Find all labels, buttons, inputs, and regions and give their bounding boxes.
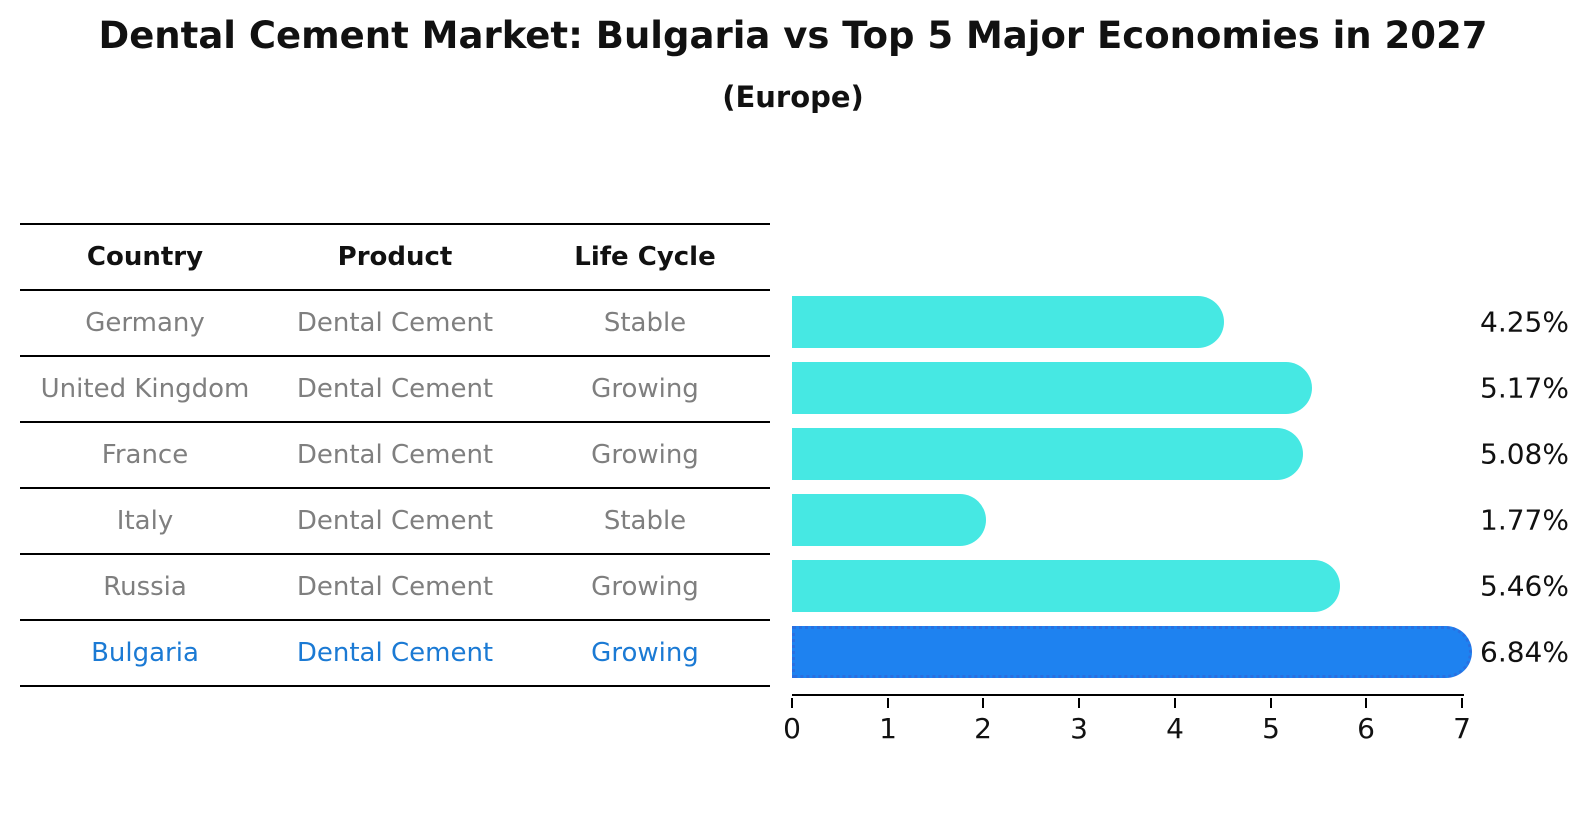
bar [792,362,1312,414]
table-cell-product: Dental Cement [296,308,494,338]
table-cell-product: Dental Cement [296,374,494,404]
bar [792,560,1340,612]
table-cell-product: Dental Cement [296,638,494,668]
bar-row: 4.25% [792,289,1582,355]
x-axis: 0 1 2 3 4 5 6 7 [783,694,1471,745]
x-axis-tick-label: 1 [879,712,897,745]
table-cell-country: United Kingdom [40,374,250,404]
table-row: Italy Dental Cement Stable [20,489,770,555]
table-row: Germany Dental Cement Stable [20,291,770,357]
table-header-row: Country Product Life Cycle [20,223,770,291]
x-axis-tick [1461,698,1463,708]
x-axis-tick-label: 7 [1453,712,1471,745]
bar-value-label: 6.84% [1480,635,1569,669]
bar-row: 5.17% [792,355,1582,421]
bar-value-label: 1.77% [1480,503,1569,537]
table-cell-product: Dental Cement [296,506,494,536]
x-axis-tick [1270,698,1272,708]
bar [792,626,1472,678]
bar [792,428,1303,480]
column-header-life-cycle: Life Cycle [574,242,716,272]
bar [792,296,1224,348]
bar-row: 5.08% [792,421,1582,487]
table-row: France Dental Cement Growing [20,423,770,489]
table-cell-country: Italy [116,506,174,536]
x-axis-tick-label: 0 [783,712,801,745]
x-axis-tick [1078,698,1080,708]
bars-container: 4.25% 5.17% 5.08% 1.77% 5.46% 6.84% [792,289,1582,685]
table-cell-country: France [101,440,189,470]
bar-row: 1.77% [792,487,1582,553]
x-axis-tick [1174,698,1176,708]
table-cell-country: Russia [103,572,187,602]
table-cell-life-cycle: Growing [591,638,699,668]
bar-value-label: 5.08% [1480,437,1569,471]
table-cell-life-cycle: Growing [591,374,699,404]
table-cell-life-cycle: Growing [591,572,699,602]
table-cell-life-cycle: Growing [591,440,699,470]
x-axis-tick [982,698,984,708]
column-header-country: Country [86,242,204,272]
x-axis-tick-label: 5 [1262,712,1280,745]
table-cell-life-cycle: Stable [603,506,687,536]
table-row: Russia Dental Cement Growing [20,555,770,621]
x-axis-tick-label: 6 [1357,712,1375,745]
x-axis-tick-label: 2 [974,712,992,745]
table-body: Germany Dental Cement Stable United Kingdom… [20,291,770,687]
bar-value-label: 4.25% [1480,305,1569,339]
x-axis-tick [887,698,889,708]
bar-value-label: 5.46% [1480,569,1569,603]
bar [792,494,986,546]
x-axis-tick [791,698,793,708]
table-row: United Kingdom Dental Cement Growing [20,357,770,423]
column-header-product: Product [337,242,453,272]
table-cell-product: Dental Cement [296,440,494,470]
data-table: Country Product Life Cycle Germany Dental… [20,223,770,687]
x-axis-tick [1365,698,1367,708]
table-cell-country: Germany [85,308,205,338]
bar-row: 6.84% [792,619,1582,685]
table-cell-life-cycle: Stable [603,308,687,338]
bar-row: 5.46% [792,553,1582,619]
x-axis-tick-label: 3 [1070,712,1088,745]
x-axis-tick-label: 4 [1166,712,1184,745]
table-cell-country: Bulgaria [91,638,199,668]
bar-value-label: 5.17% [1480,371,1569,405]
table-row: Bulgaria Dental Cement Growing [20,621,770,687]
chart-title: Dental Cement Market: Bulgaria vs Top 5 … [98,14,1488,57]
table-cell-product: Dental Cement [296,572,494,602]
chart-subtitle: (Europe) [722,80,864,114]
